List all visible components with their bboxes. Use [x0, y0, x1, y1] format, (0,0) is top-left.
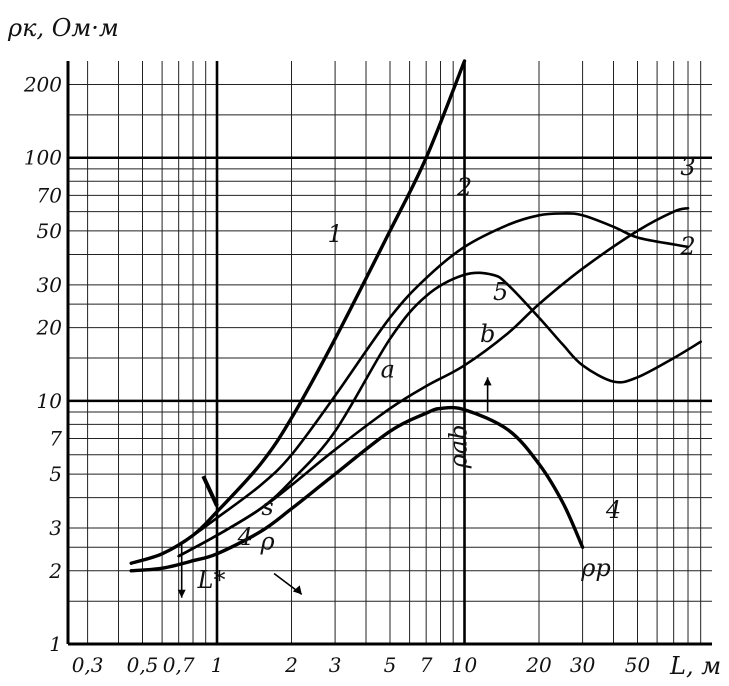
curve-label: 2 [679, 232, 695, 260]
y-axis-title: ρк, Ом·м [7, 14, 119, 42]
y-tick-label: 50 [37, 219, 63, 243]
y-tick-label: 100 [24, 146, 62, 170]
x-tick-label: 3 [329, 653, 342, 677]
l-star-arrowhead [177, 589, 186, 598]
x-axis-title: L, м [669, 652, 721, 680]
y-tick-label: 70 [37, 183, 63, 207]
y-tick-label: 2 [48, 559, 62, 583]
curve-label: 4 [237, 523, 253, 551]
x-tick-label: 0,5 [127, 653, 159, 677]
x-tick-label: 20 [525, 653, 552, 677]
curve-label: ρ [259, 527, 274, 555]
y-tick-label: 1 [49, 632, 62, 656]
series-line-1 [129, 59, 467, 565]
x-tick-label: 5 [384, 653, 397, 677]
y-tick-label: 7 [49, 427, 62, 451]
y-tick-label: 30 [37, 273, 63, 297]
x-tick-label: 1 [211, 653, 224, 677]
curves [129, 59, 702, 573]
x-tick-label: 0,3 [72, 653, 104, 677]
curve-label: 1 [327, 220, 342, 248]
y-tick-label: 5 [49, 462, 62, 486]
curve-label: b [480, 320, 495, 348]
rho-arrowhead [292, 585, 302, 595]
grid [66, 61, 712, 646]
x-tick-label: 10 [452, 653, 478, 677]
rho-p-label: ρp [580, 554, 610, 582]
x-tick-label: 7 [420, 653, 433, 677]
y-tick-label: 3 [49, 516, 62, 540]
y-tick-label: 200 [23, 73, 62, 97]
curve-label: 2 [456, 173, 472, 201]
x-tick-label: 50 [625, 653, 651, 677]
rho-ab-arrowhead [483, 377, 492, 386]
curve-label: 3 [680, 153, 695, 181]
curve-label: a [381, 355, 395, 383]
y-tick-label: 20 [36, 316, 63, 340]
x-tick-label: 30 [570, 653, 596, 677]
x-tick-label: 2 [284, 653, 298, 677]
tangent-marker [201, 475, 219, 507]
rho-ab-label: ρab [445, 424, 473, 469]
curve-label: s [261, 493, 273, 521]
series-line-5 [177, 271, 702, 558]
series-line-4 [129, 405, 585, 573]
tick-labels: 0,3 0,5 0,7 1 2 3 5 7 10 20 30 50123571020305070100… [23, 73, 651, 677]
x-tick-label: 0,7 [163, 653, 195, 677]
y-tick-label: 10 [37, 389, 63, 413]
curve-label: 4 [605, 496, 621, 524]
curve-label: 5 [493, 278, 508, 306]
l-star-label: L* [197, 566, 226, 594]
series-line-2 [129, 212, 690, 565]
